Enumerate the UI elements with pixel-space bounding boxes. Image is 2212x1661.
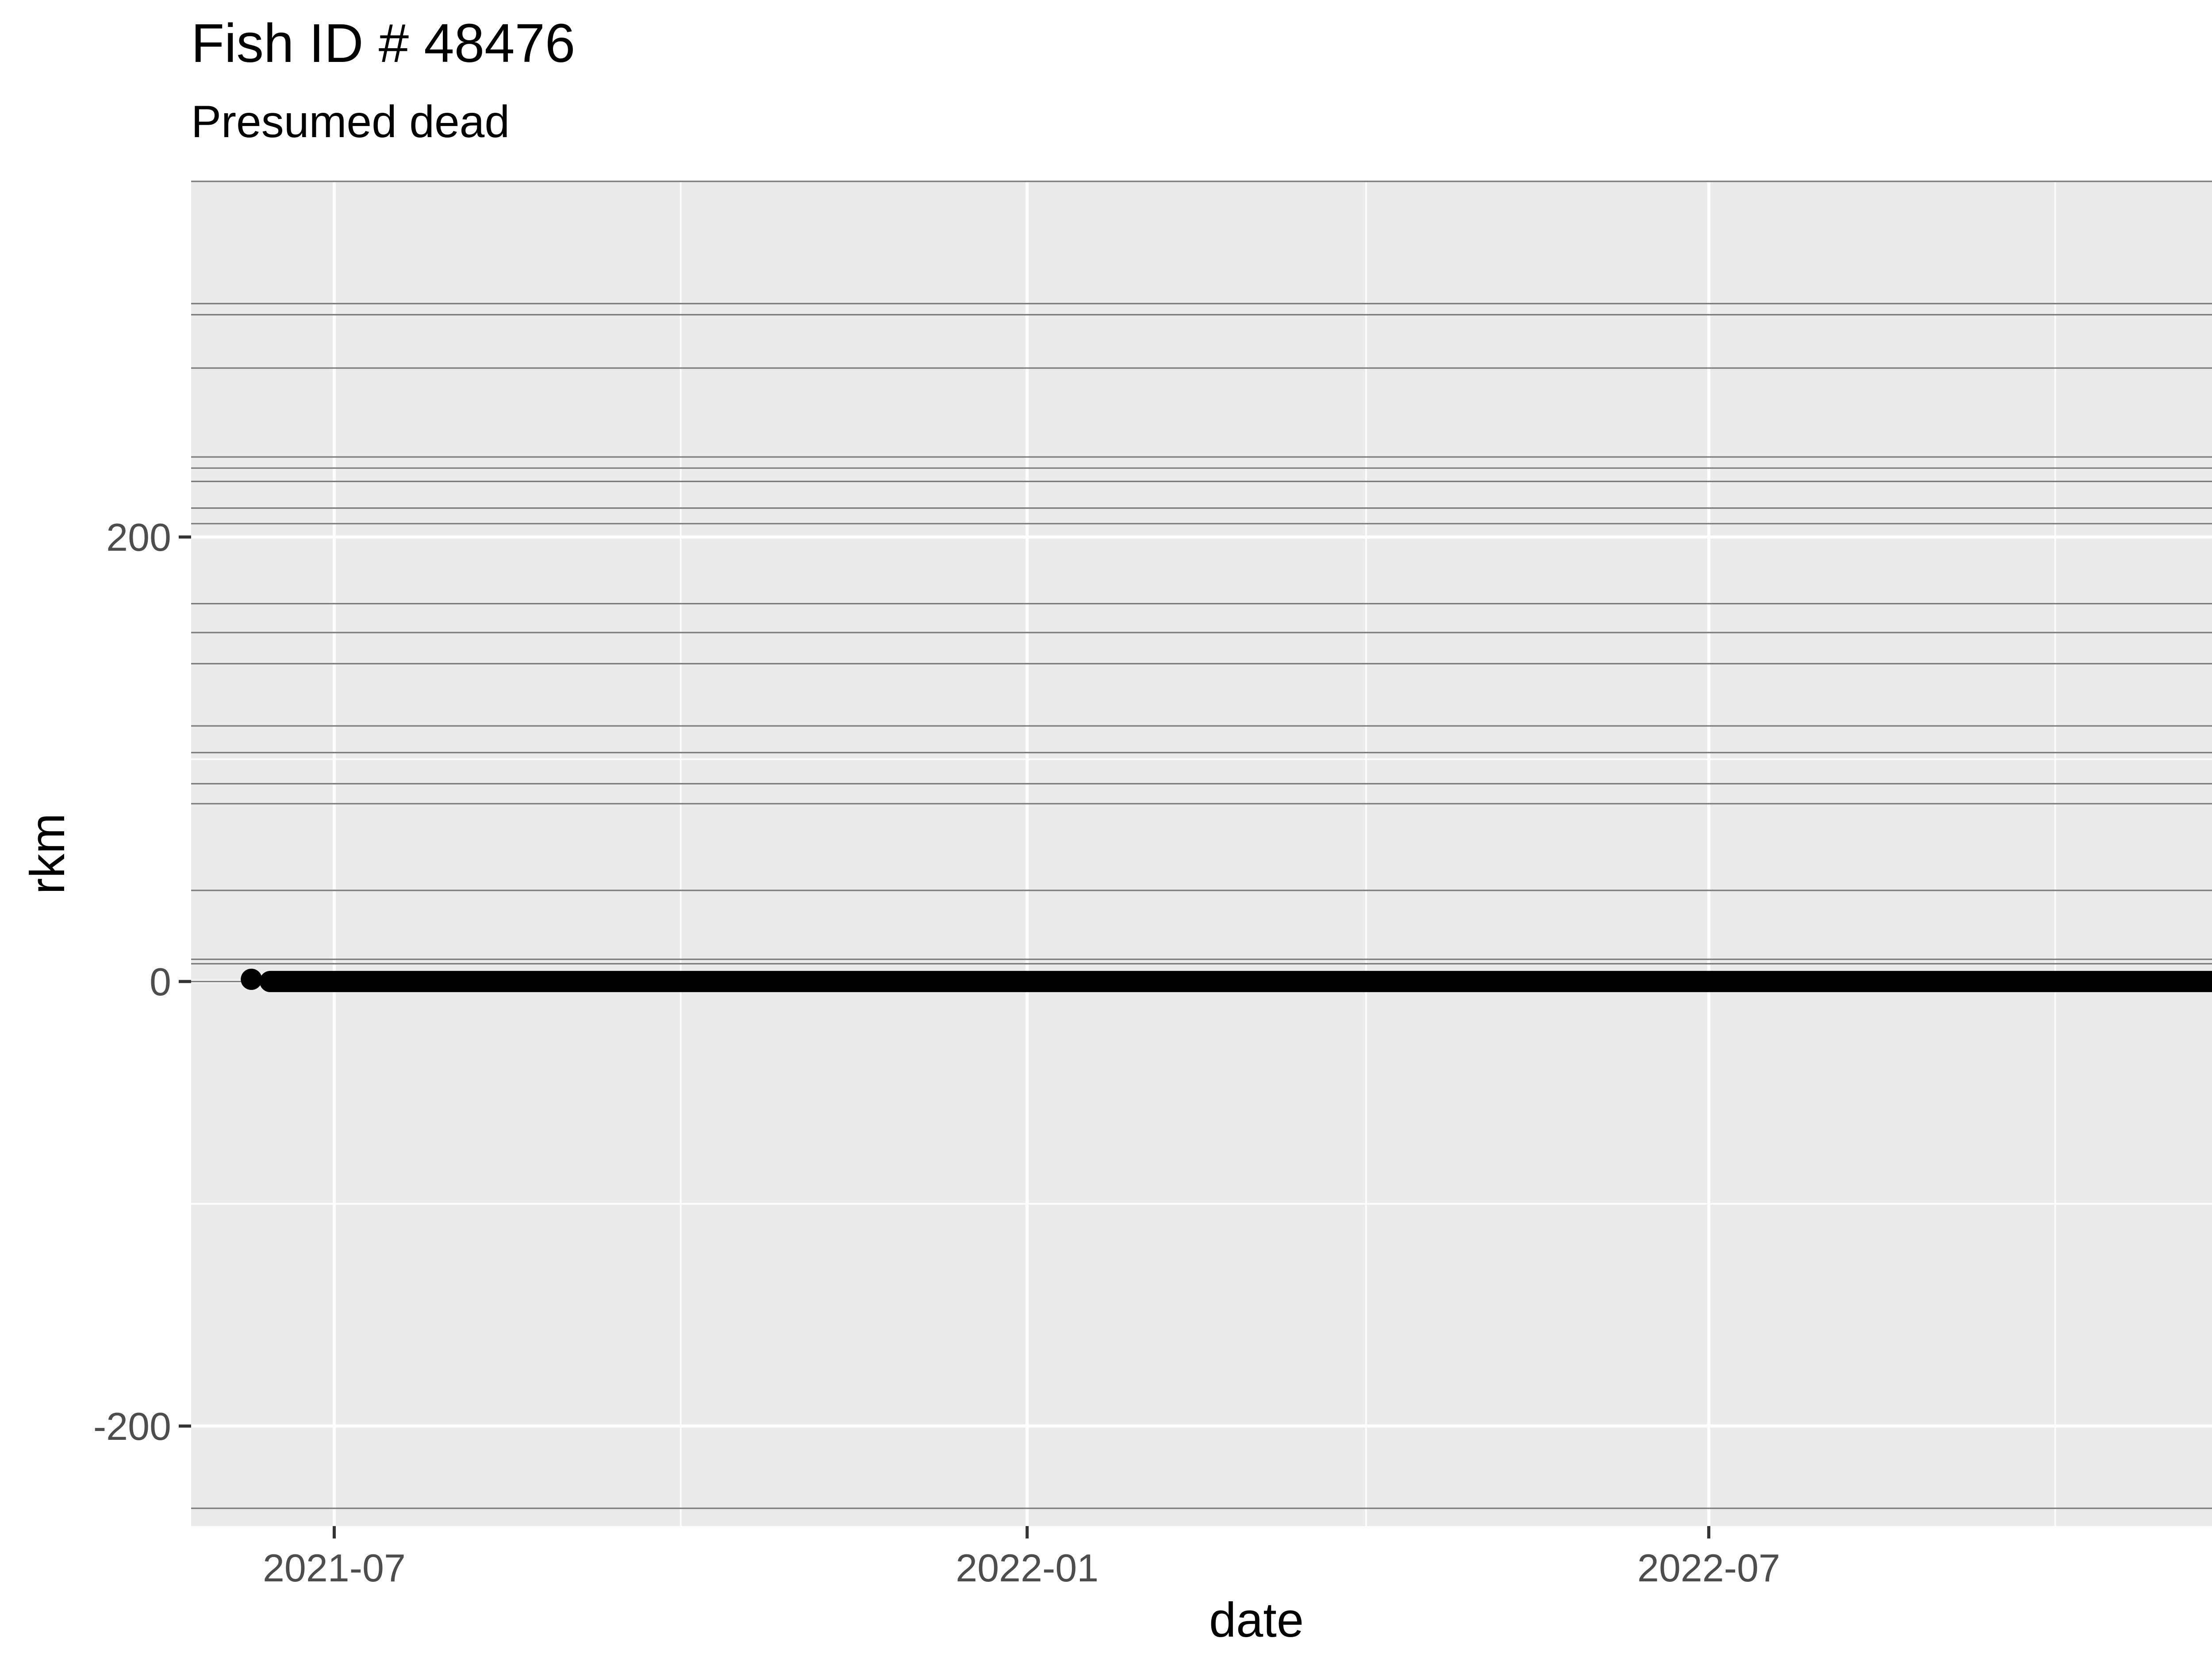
x-tick-label: 2022-01 [956,1546,1098,1590]
plot-panel [191,181,2212,1526]
chart-subtitle: Presumed dead [191,96,510,147]
y-axis: -200 0 200 [93,515,191,1448]
minor-grid [191,181,2212,1526]
x-axis-label: date [1209,1593,1304,1647]
y-tick-label: 200 [106,515,171,559]
data-layer [241,968,2212,992]
x-tick-label: 2022-07 [1637,1546,1780,1590]
y-tick-label: 0 [150,960,171,1004]
x-tick-label: 2021-07 [263,1546,406,1590]
y-axis-label: rkm [20,813,75,894]
x-axis: 2021-07 2022-01 2022-07 [263,1526,1780,1590]
data-point [241,968,262,990]
y-tick-label: -200 [93,1404,171,1448]
chart-title: Fish ID # 48476 [191,13,575,74]
